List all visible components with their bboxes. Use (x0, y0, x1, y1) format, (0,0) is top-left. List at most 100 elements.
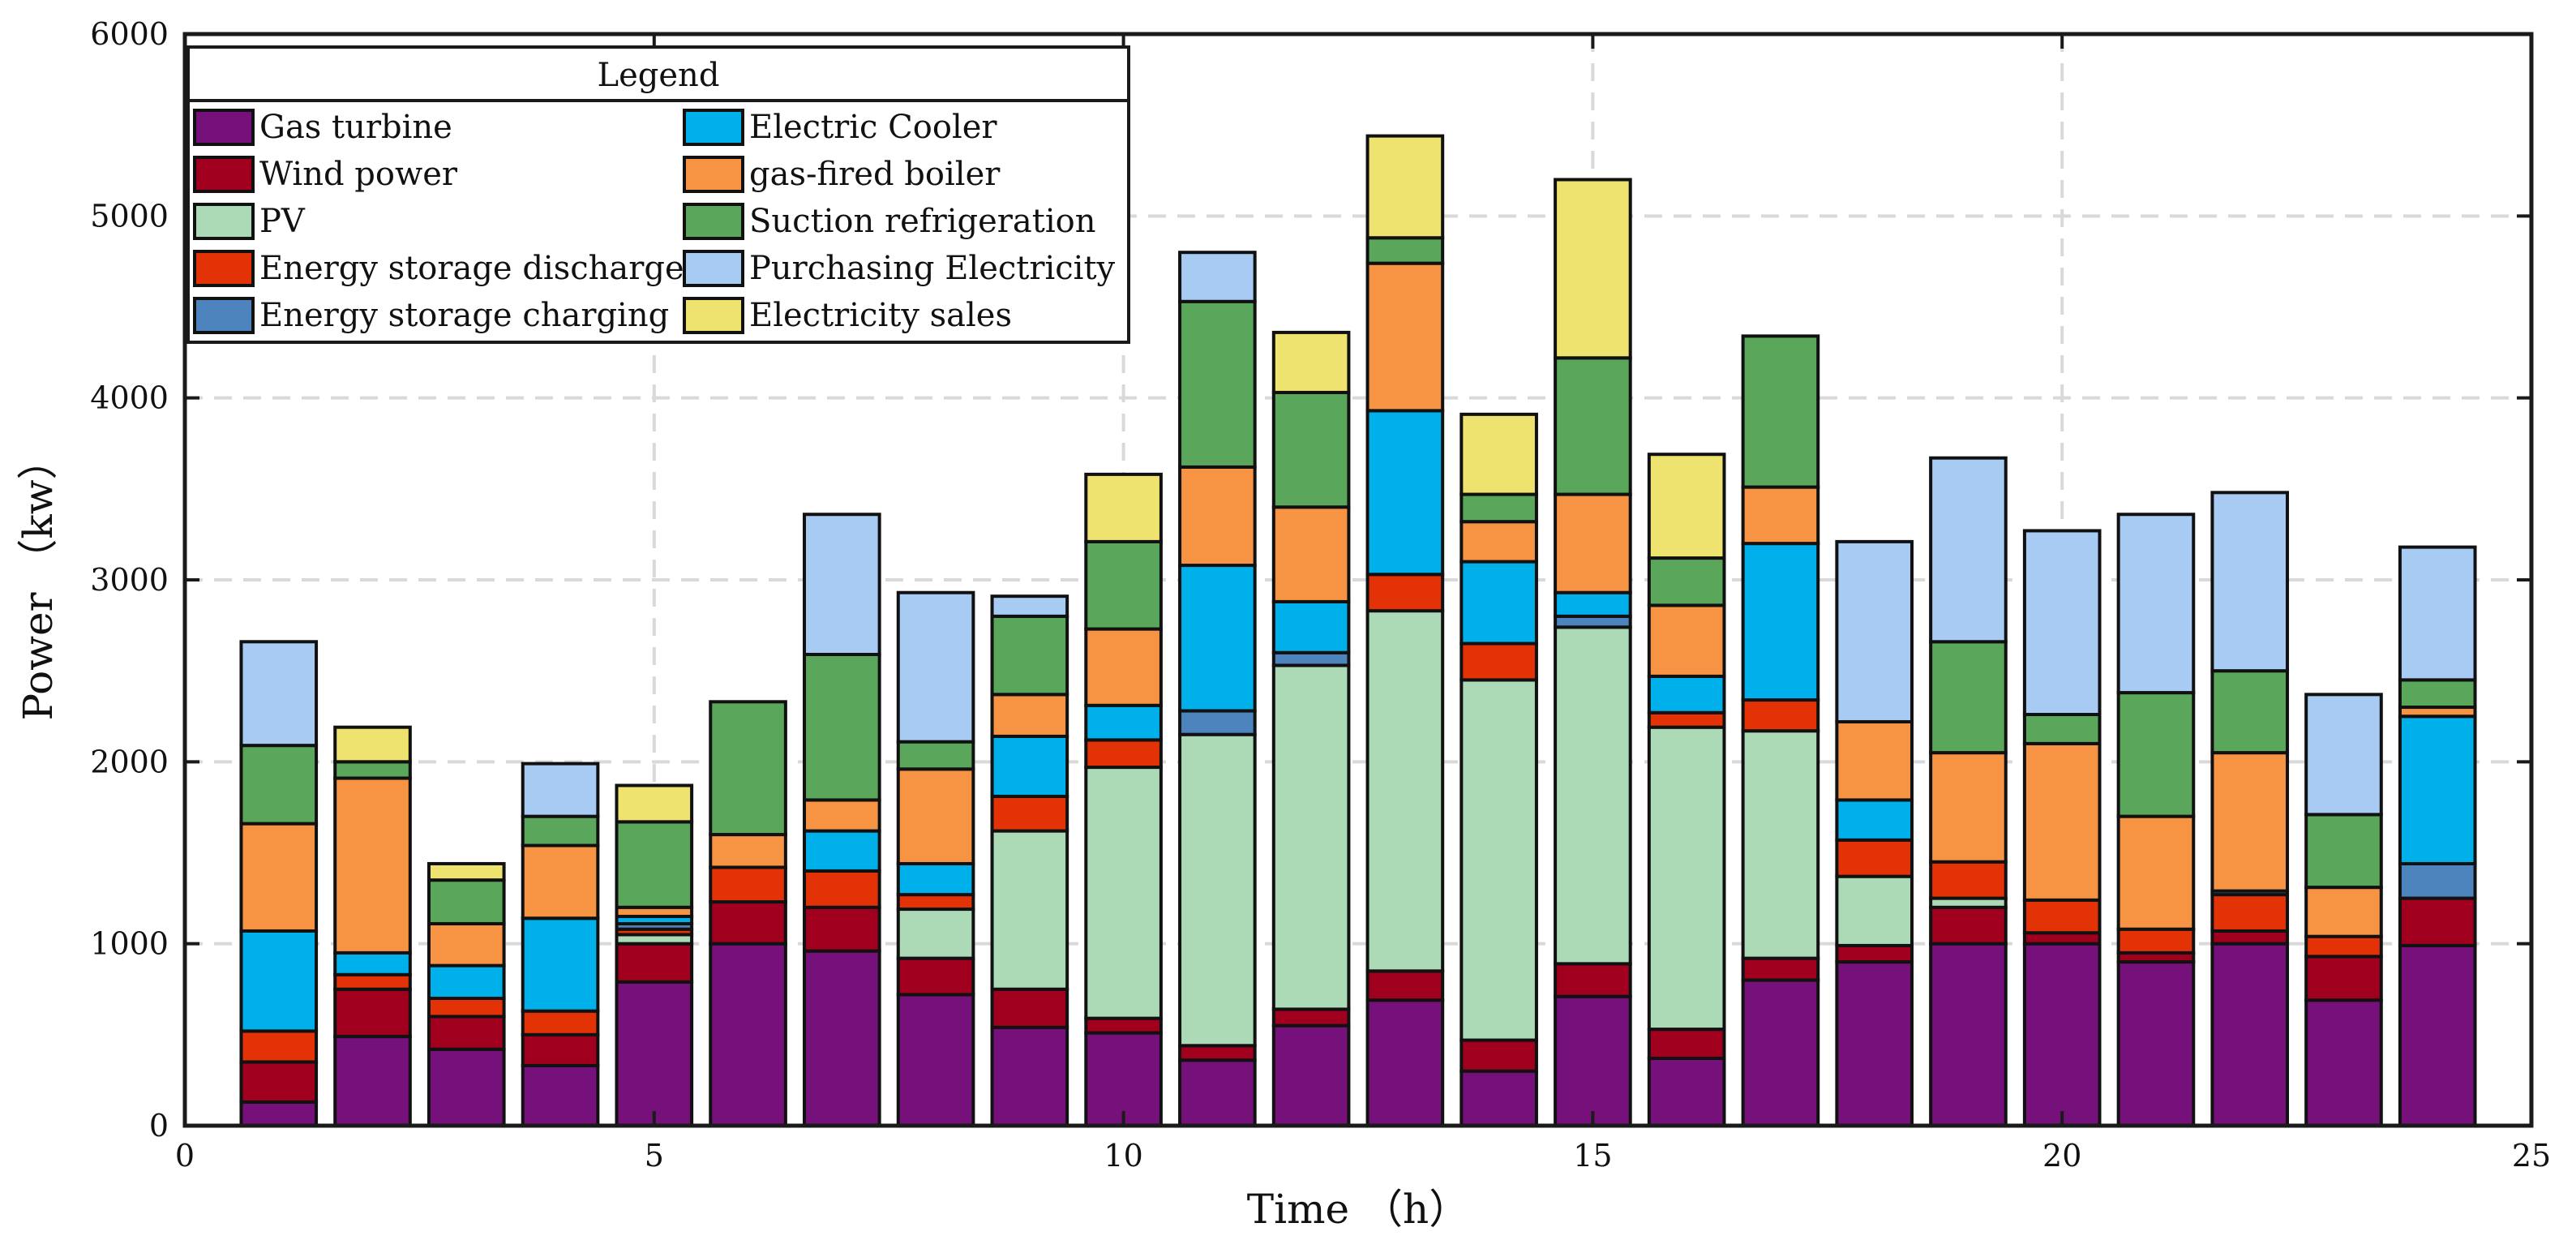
bar-segment (1647, 674, 1726, 714)
bar-segment (426, 1047, 506, 1128)
bar-segment (426, 861, 506, 882)
bar-segment (1554, 178, 1632, 360)
bar-stack-area (239, 134, 2477, 1128)
x-tick-label: 10 (1104, 1138, 1142, 1174)
bar-segment (2210, 893, 2290, 933)
bar-segment (239, 822, 319, 933)
bar-segment (803, 829, 881, 873)
bar-segment (990, 794, 1069, 833)
legend-swatch (193, 203, 255, 240)
bar-segment (2398, 545, 2477, 682)
y-tick-label: 2000 (90, 744, 169, 779)
bar-segment (1084, 539, 1163, 631)
legend-label: Wind power (259, 156, 458, 193)
legend-swatch (683, 156, 744, 193)
bar-segment (1178, 709, 1257, 736)
legend-box (186, 45, 1130, 344)
bar-segment (2210, 929, 2290, 946)
bar-segment (1554, 614, 1632, 629)
bar-segment (1459, 642, 1538, 682)
bar-segment (1365, 409, 1445, 577)
bar-segment (1929, 860, 2008, 900)
bar-segment (1084, 738, 1163, 770)
bar-segment (990, 594, 1069, 618)
x-tick-label: 20 (2042, 1138, 2081, 1174)
bar-segment (1554, 962, 1632, 998)
y-tick-label: 3000 (90, 562, 169, 598)
legend-label: PV (259, 203, 306, 240)
bar-segment (2210, 751, 2290, 893)
bar-segment (1835, 874, 1914, 947)
bar-segment (239, 929, 319, 1033)
bar-segment (709, 942, 787, 1127)
bar-segment (1741, 698, 1820, 733)
bar-segment (426, 963, 506, 1000)
bar-segment (1459, 1069, 1538, 1127)
bar-segment (1365, 573, 1445, 613)
bar-segment (1647, 710, 1726, 729)
bar-segment (426, 996, 506, 1019)
bar-segment (1647, 1056, 1726, 1128)
y-tick-label: 0 (149, 1108, 169, 1144)
bar-segment (2398, 714, 2477, 865)
bar-segment (1271, 1007, 1351, 1028)
legend-swatch (683, 250, 744, 287)
bar-segment (1459, 412, 1538, 496)
legend-swatch (683, 203, 744, 240)
bar-segment (615, 980, 694, 1127)
bar-segment (990, 693, 1069, 738)
bar-segment (1084, 1031, 1163, 1127)
bar-segment (2210, 669, 2290, 755)
bar-segment (521, 1009, 600, 1036)
bar-segment (1271, 390, 1351, 509)
bar-segment (1365, 261, 1445, 413)
bar-segment (2116, 960, 2196, 1127)
bar-segment (990, 614, 1069, 697)
y-axis-title: Power （kw） (15, 440, 62, 721)
bar-segment (1365, 236, 1445, 265)
bar-segment (333, 950, 412, 976)
bar-segment (1365, 998, 1445, 1127)
legend-label: gas-fired boiler (749, 156, 1001, 193)
legend-label: Gas turbine (259, 109, 452, 146)
legend-swatch (193, 156, 255, 193)
bar-segment (2116, 814, 2196, 931)
legend-swatch (193, 250, 255, 287)
bar-segment (1178, 564, 1257, 713)
bar-segment (2304, 955, 2383, 1002)
bar-segment (990, 734, 1069, 798)
bar-segment (1178, 251, 1257, 303)
bar-segment (1835, 798, 1914, 842)
bar-segment (1554, 625, 1632, 966)
y-tick-label: 6000 (90, 16, 169, 52)
bar-segment (1271, 599, 1351, 654)
bar-segment (333, 987, 412, 1039)
bar-segment (239, 744, 319, 826)
bar-segment (1178, 1058, 1257, 1127)
bar-segment (2304, 813, 2383, 890)
bar-segment (426, 878, 506, 925)
bar-segment (2210, 942, 2290, 1127)
bar-segment (1084, 703, 1163, 742)
legend-swatch (683, 109, 744, 146)
bar-segment (2022, 713, 2102, 745)
bar-segment (521, 916, 600, 1013)
bar-segment (426, 1015, 506, 1051)
bar-segment (803, 869, 881, 909)
legend-label: Suction refrigeration (749, 203, 1095, 240)
bar-segment (1084, 627, 1163, 707)
bar-segment (1178, 299, 1257, 469)
bar-segment (1647, 453, 1726, 560)
bar-segment (1554, 994, 1632, 1128)
bar-segment (1271, 663, 1351, 1011)
bar-segment (521, 843, 600, 920)
bar-segment (1741, 729, 1820, 960)
bar-segment (333, 760, 412, 780)
bar-segment (896, 740, 975, 771)
bar-segment (803, 798, 881, 833)
bar-segment (1929, 942, 2008, 1127)
legend-label: Energy storage discharge (259, 250, 684, 287)
legend-title: Legend (598, 57, 720, 94)
y-tick-label: 1000 (90, 926, 169, 962)
bar-segment (1365, 969, 1445, 1002)
